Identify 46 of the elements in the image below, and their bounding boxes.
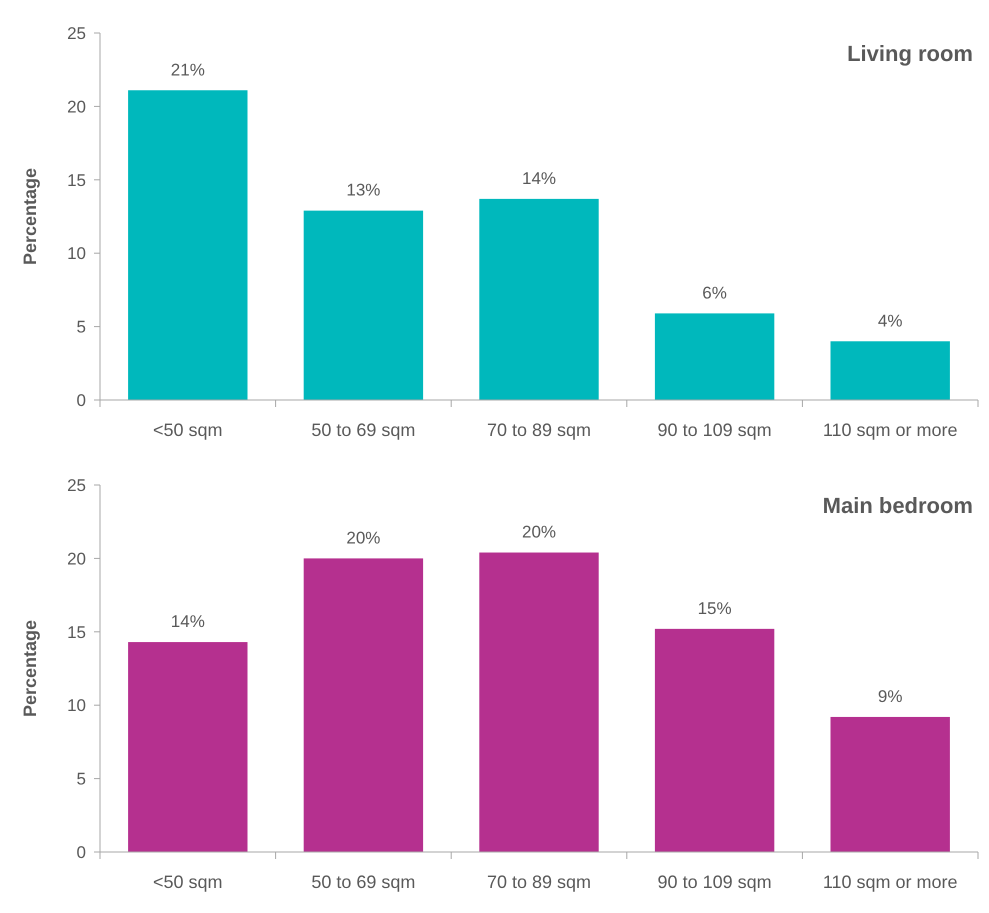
data-label: 6% xyxy=(702,283,727,302)
data-label: 21% xyxy=(170,60,205,80)
y-axis-title: Percentage xyxy=(20,620,40,718)
bar xyxy=(654,628,774,852)
bar xyxy=(128,642,248,852)
x-tick-label: 90 to 109 sqm xyxy=(658,872,772,892)
y-tick-label: 5 xyxy=(76,318,86,337)
chart-title: Living room xyxy=(847,41,973,66)
bar xyxy=(304,558,424,852)
bar xyxy=(479,552,599,852)
x-tick-label: 110 sqm or more xyxy=(822,420,958,440)
bar xyxy=(479,198,599,400)
data-label: 9% xyxy=(878,686,902,706)
y-tick-label: 0 xyxy=(76,390,86,410)
y-tick-label: 25 xyxy=(67,476,86,495)
x-tick-label: 70 to 89 sqm xyxy=(486,420,592,440)
y-tick-label: 20 xyxy=(67,549,86,568)
y-tick-label: 25 xyxy=(67,24,86,43)
y-tick-label: 10 xyxy=(67,696,86,716)
y-tick-label: 15 xyxy=(67,622,86,642)
data-label: 20% xyxy=(346,528,380,548)
y-tick-label: 5 xyxy=(76,770,86,789)
data-label: 14% xyxy=(522,168,556,188)
bar xyxy=(830,716,950,852)
x-tick-label: 50 to 69 sqm xyxy=(311,872,416,892)
x-tick-label: <50 sqm xyxy=(153,420,223,440)
data-label: 4% xyxy=(878,311,902,330)
y-tick-label: 0 xyxy=(76,842,86,862)
x-tick-label: 90 to 109 sqm xyxy=(658,420,772,440)
y-tick-label: 15 xyxy=(67,170,86,190)
x-tick-label: 110 sqm or more xyxy=(822,872,958,892)
x-tick-label: 50 to 69 sqm xyxy=(311,420,416,440)
data-label: 15% xyxy=(698,598,732,618)
x-tick-label: 70 to 89 sqm xyxy=(486,872,592,892)
chart-title: Main bedroom xyxy=(822,493,973,518)
y-axis-title: Percentage xyxy=(20,168,40,266)
y-tick-label: 20 xyxy=(67,97,86,116)
bar xyxy=(654,313,774,400)
bar xyxy=(128,90,248,400)
bar xyxy=(304,210,424,400)
data-label: 14% xyxy=(170,612,205,632)
data-label: 13% xyxy=(346,180,380,200)
bar xyxy=(830,341,950,400)
x-tick-label: <50 sqm xyxy=(153,872,223,892)
y-tick-label: 10 xyxy=(67,244,86,264)
data-label: 20% xyxy=(522,522,556,542)
